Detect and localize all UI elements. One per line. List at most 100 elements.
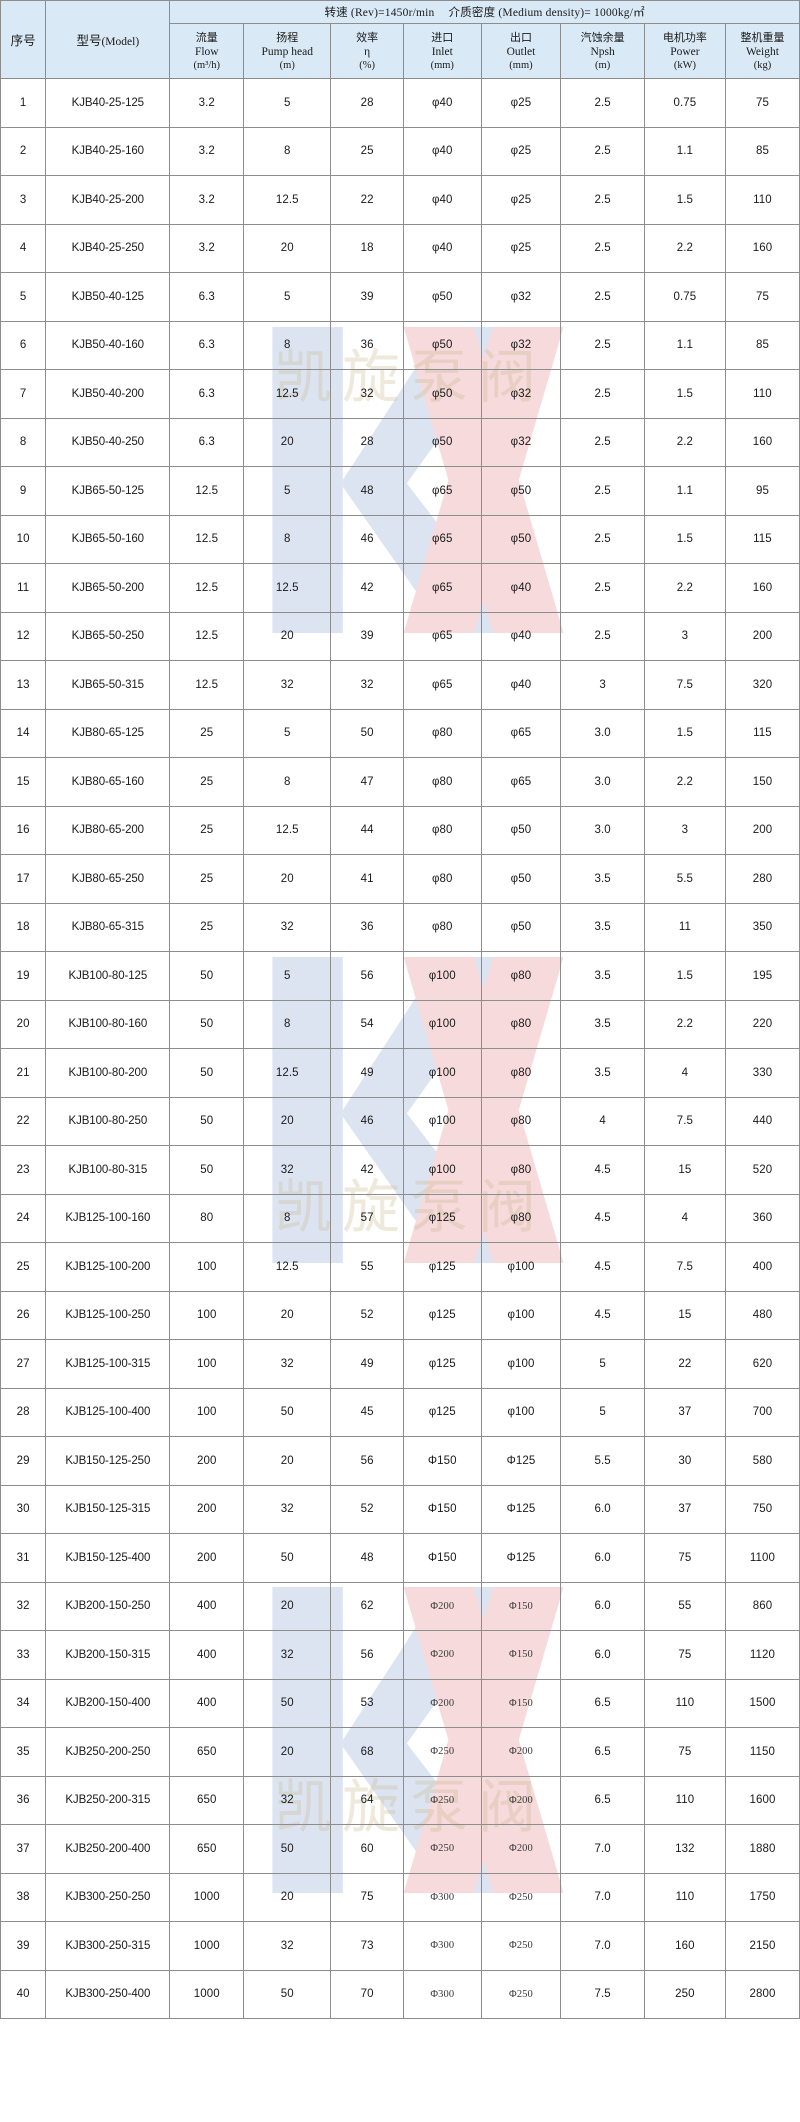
row-pump-head: 50 bbox=[243, 1824, 332, 1874]
row-efficiency: 44 bbox=[330, 805, 405, 855]
row-inlet-diameter: φ65 bbox=[403, 611, 482, 661]
row-flow: 1000 bbox=[169, 1921, 245, 1971]
row-npsh: 6.5 bbox=[560, 1727, 645, 1777]
row-model: KJB50-40-160 bbox=[45, 320, 171, 370]
table-row: 11 KJB65-50-200 12.5 12.5 42 φ65 φ40 2.5 2.2 160 bbox=[0, 563, 800, 613]
row-flow: 400 bbox=[169, 1678, 245, 1728]
table-row: 20 KJB100-80-160 50 8 54 φ100 φ80 3.5 2.2 220 bbox=[0, 999, 800, 1049]
row-power: 75 bbox=[643, 1630, 726, 1680]
row-model: KJB100-80-160 bbox=[45, 999, 171, 1049]
row-model: KJB80-65-315 bbox=[45, 902, 171, 952]
row-pump-head: 20 bbox=[243, 611, 332, 661]
row-weight: 160 bbox=[724, 417, 800, 467]
header-serial-number: 序号 bbox=[0, 0, 47, 79]
row-npsh: 7.0 bbox=[560, 1921, 645, 1971]
row-power: 250 bbox=[643, 1969, 726, 2019]
row-power: 1.1 bbox=[643, 126, 726, 176]
table-row: 14 KJB80-65-125 25 5 50 φ80 φ65 3.0 1.5 115 bbox=[0, 708, 800, 758]
row-serial-number: 37 bbox=[0, 1824, 47, 1874]
rev-condition-label: 转速 (Rev)=1450r/min bbox=[324, 7, 435, 19]
row-npsh: 5 bbox=[560, 1387, 645, 1437]
header-pump-head-en: Pump head bbox=[261, 46, 313, 58]
row-efficiency: 46 bbox=[330, 1096, 405, 1146]
row-serial-number: 38 bbox=[0, 1872, 47, 1922]
row-inlet-diameter: Φ150 bbox=[403, 1436, 482, 1486]
row-pump-head: 12.5 bbox=[243, 369, 332, 419]
row-outlet-diameter: φ50 bbox=[480, 805, 562, 855]
row-pump-head: 20 bbox=[243, 1581, 332, 1631]
row-model: KJB40-25-200 bbox=[45, 175, 171, 225]
row-efficiency: 49 bbox=[330, 1339, 405, 1389]
row-serial-number: 23 bbox=[0, 1145, 47, 1195]
row-outlet-diameter: Φ200 bbox=[480, 1775, 562, 1825]
row-flow: 12.5 bbox=[169, 611, 245, 661]
row-power: 37 bbox=[643, 1484, 726, 1534]
row-weight: 220 bbox=[724, 999, 800, 1049]
row-model: KJB50-40-200 bbox=[45, 369, 171, 419]
row-model: KJB200-150-400 bbox=[45, 1678, 171, 1728]
row-efficiency: 54 bbox=[330, 999, 405, 1049]
row-flow: 100 bbox=[169, 1242, 245, 1292]
row-inlet-diameter: φ50 bbox=[403, 369, 482, 419]
table-row: 32 KJB200-150-250 400 20 62 Φ200 Φ150 6.0 55 860 bbox=[0, 1581, 800, 1631]
table-row: 30 KJB150-125-315 200 32 52 Φ150 Φ125 6.0 37 750 bbox=[0, 1484, 800, 1534]
table-row: 18 KJB80-65-315 25 32 36 φ80 φ50 3.5 11 350 bbox=[0, 902, 800, 952]
row-model: KJB300-250-400 bbox=[45, 1969, 171, 2019]
row-serial-number: 33 bbox=[0, 1630, 47, 1680]
table-row: 13 KJB65-50-315 12.5 32 32 φ65 φ40 3 7.5 320 bbox=[0, 660, 800, 710]
row-pump-head: 12.5 bbox=[243, 563, 332, 613]
row-pump-head: 50 bbox=[243, 1533, 332, 1583]
row-inlet-diameter: φ65 bbox=[403, 660, 482, 710]
row-model: KJB125-100-315 bbox=[45, 1339, 171, 1389]
row-serial-number: 10 bbox=[0, 514, 47, 564]
header-efficiency-en: η bbox=[364, 46, 371, 58]
row-weight: 75 bbox=[724, 272, 800, 322]
row-serial-number: 3 bbox=[0, 175, 47, 225]
row-power: 1.5 bbox=[643, 951, 726, 1001]
table-row: 6 KJB50-40-160 6.3 8 36 φ50 φ32 2.5 1.1 85 bbox=[0, 320, 800, 370]
table-row: 24 KJB125-100-160 80 8 57 φ125 φ80 4.5 4 360 bbox=[0, 1193, 800, 1243]
row-serial-number: 25 bbox=[0, 1242, 47, 1292]
row-serial-number: 34 bbox=[0, 1678, 47, 1728]
row-pump-head: 20 bbox=[243, 1872, 332, 1922]
table-row: 5 KJB50-40-125 6.3 5 39 φ50 φ32 2.5 0.75 75 bbox=[0, 272, 800, 322]
row-weight: 110 bbox=[724, 369, 800, 419]
row-model: KJB65-50-200 bbox=[45, 563, 171, 613]
table-row: 21 KJB100-80-200 50 12.5 49 φ100 φ80 3.5 4 330 bbox=[0, 1048, 800, 1098]
table-row: 34 KJB200-150-400 400 50 53 Φ200 Φ150 6.5 110 150… bbox=[0, 1678, 800, 1728]
row-power: 0.75 bbox=[643, 272, 726, 322]
row-inlet-diameter: Φ150 bbox=[403, 1533, 482, 1583]
row-flow: 80 bbox=[169, 1193, 245, 1243]
header-inlet-cn: 进口 bbox=[431, 31, 454, 44]
row-power: 15 bbox=[643, 1145, 726, 1195]
row-model: KJB300-250-250 bbox=[45, 1872, 171, 1922]
row-flow: 3.2 bbox=[169, 223, 245, 273]
row-npsh: 7.0 bbox=[560, 1872, 645, 1922]
table-row: 12 KJB65-50-250 12.5 20 39 φ65 φ40 2.5 3 200 bbox=[0, 611, 800, 661]
row-npsh: 2.5 bbox=[560, 320, 645, 370]
table-header: 序号 型号(Model) 转速 (Rev)=1450r/min 介质密度 (Med… bbox=[0, 0, 800, 79]
header-pump-head: 扬程 Pump head (m) bbox=[243, 23, 332, 79]
header-weight-cn: 整机重量 bbox=[740, 31, 785, 44]
row-flow: 50 bbox=[169, 999, 245, 1049]
row-power: 4 bbox=[643, 1048, 726, 1098]
row-flow: 6.3 bbox=[169, 417, 245, 467]
row-model: KJB80-65-160 bbox=[45, 757, 171, 807]
row-serial-number: 20 bbox=[0, 999, 47, 1049]
row-weight: 320 bbox=[724, 660, 800, 710]
table-row: 27 KJB125-100-315 100 32 49 φ125 φ100 5 22 620 bbox=[0, 1339, 800, 1389]
header-npsh-en: Npsh bbox=[590, 46, 615, 58]
row-flow: 50 bbox=[169, 1096, 245, 1146]
row-weight: 160 bbox=[724, 563, 800, 613]
table-row: 9 KJB65-50-125 12.5 5 48 φ65 φ50 2.5 1.1 95 bbox=[0, 466, 800, 516]
row-inlet-diameter: Φ200 bbox=[403, 1630, 482, 1680]
row-power: 110 bbox=[643, 1678, 726, 1728]
row-model: KJB65-50-315 bbox=[45, 660, 171, 710]
row-pump-head: 20 bbox=[243, 417, 332, 467]
row-inlet-diameter: φ125 bbox=[403, 1193, 482, 1243]
row-npsh: 5 bbox=[560, 1339, 645, 1389]
row-power: 132 bbox=[643, 1824, 726, 1874]
row-power: 110 bbox=[643, 1872, 726, 1922]
row-outlet-diameter: φ32 bbox=[480, 272, 562, 322]
row-npsh: 3.5 bbox=[560, 951, 645, 1001]
